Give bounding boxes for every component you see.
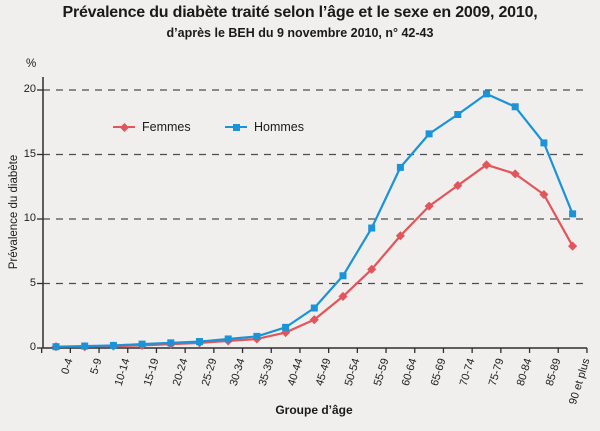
y-tick-label: 20 [23, 83, 36, 95]
data-point-hommes [196, 338, 203, 346]
y-tick-label: 0 [29, 341, 36, 353]
data-point-hommes [310, 304, 318, 312]
data-point-hommes [52, 343, 60, 351]
data-point-hommes [109, 341, 117, 349]
chart-subtitle: d’après le BEH du 9 novembre 2010, n° 42… [166, 26, 434, 40]
data-point-femmes [367, 264, 377, 274]
data-point-femmes [539, 189, 549, 200]
data-point-hommes [483, 90, 490, 98]
data-point-hommes [454, 111, 462, 119]
legend-marker-diamond-icon [113, 122, 135, 132]
data-point-hommes [396, 163, 404, 171]
data-point-hommes [569, 210, 577, 218]
legend-label: Hommes [254, 120, 305, 134]
data-point-hommes [138, 340, 146, 348]
legend-mark [232, 123, 240, 131]
data-point-hommes [425, 130, 433, 138]
x-axis-title: Groupe d’âge [275, 403, 353, 417]
data-point-femmes [309, 315, 319, 325]
data-point-hommes [368, 224, 376, 232]
legend-item-hommes: Hommes [225, 120, 304, 134]
chart-title: Prévalence du diabète traité selon l’âge… [62, 4, 538, 21]
data-point-femmes [568, 241, 578, 251]
y-tick-label: 10 [23, 212, 36, 224]
data-point-hommes [339, 272, 347, 280]
y-axis-unit-label: % [26, 58, 37, 70]
data-point-femmes [338, 291, 348, 301]
legend-mark [119, 122, 129, 132]
data-point-hommes [253, 332, 261, 340]
legend-label: Femmes [142, 120, 191, 134]
y-tick-label: 5 [29, 276, 36, 289]
data-point-hommes [224, 335, 232, 343]
legend-marker-square-icon [225, 123, 247, 132]
data-point-hommes [540, 139, 548, 147]
legend-item-femmes: Femmes [113, 120, 191, 134]
y-tick-label: 15 [23, 147, 36, 160]
data-point-hommes [167, 339, 175, 347]
data-point-hommes [81, 342, 89, 350]
data-point-hommes [511, 103, 519, 111]
data-point-hommes [282, 323, 290, 331]
